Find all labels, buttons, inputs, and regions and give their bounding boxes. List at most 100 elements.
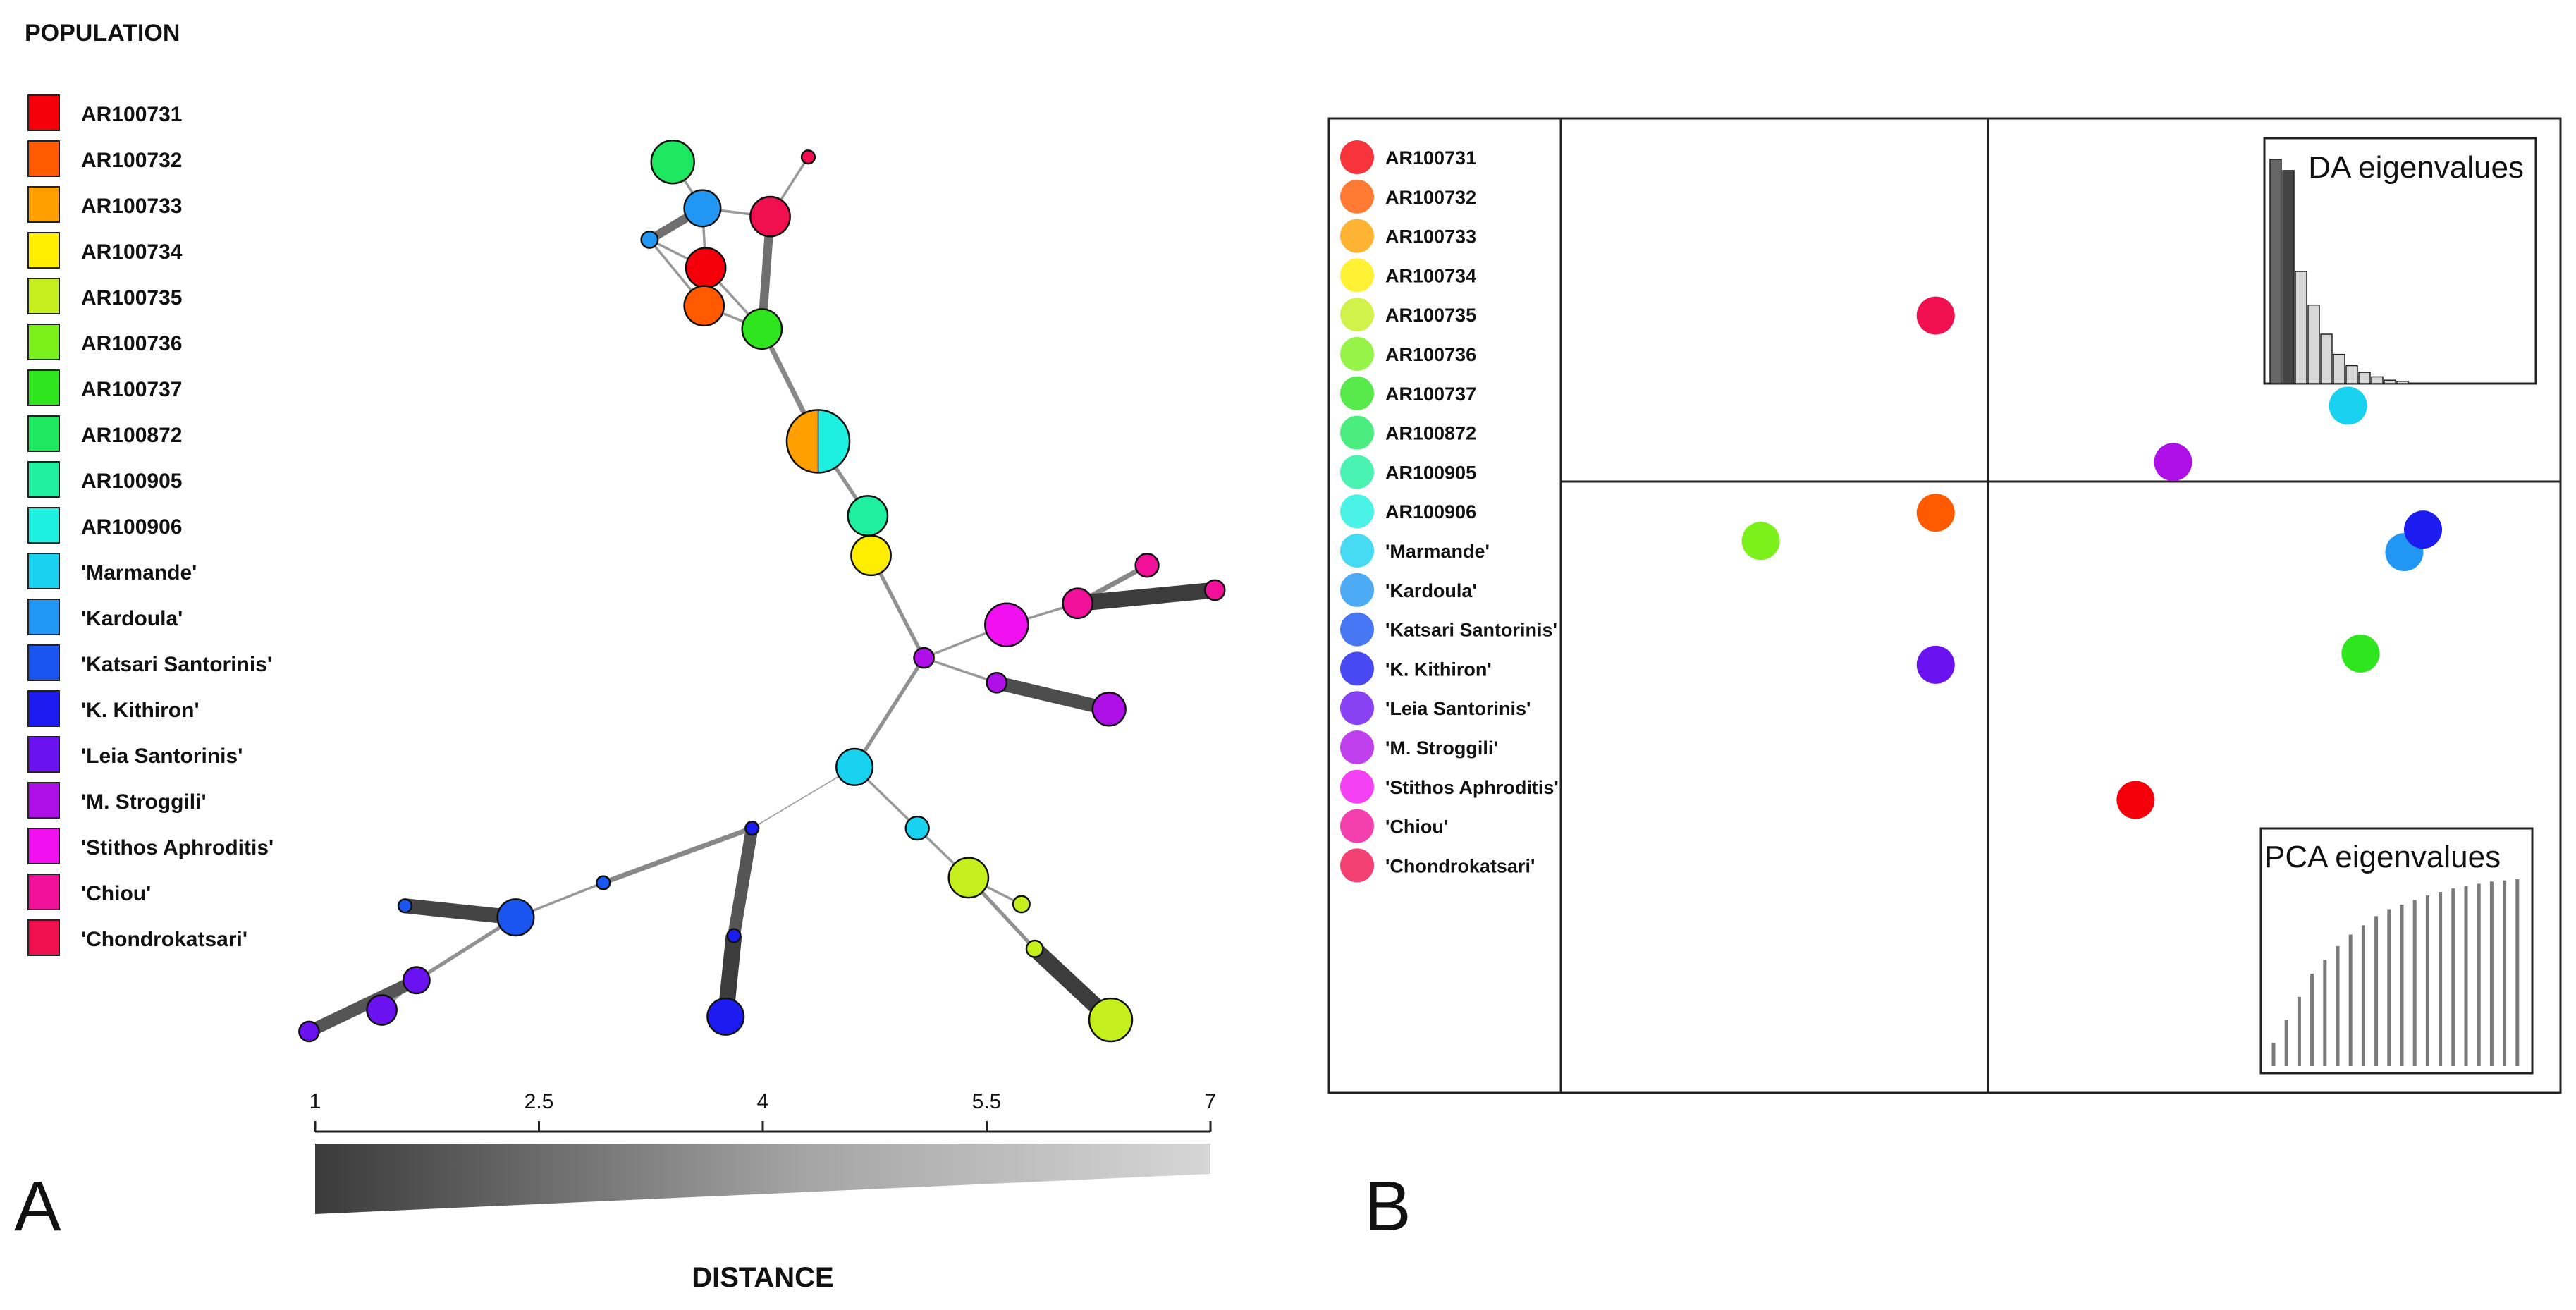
legend-b-label: AR100732	[1385, 187, 1476, 208]
legend-a-swatch	[27, 507, 60, 544]
pca-eigen-inset: PCA eigenvalues	[2259, 827, 2534, 1075]
legend-a-swatch	[27, 874, 60, 910]
legend-b-swatch	[1340, 494, 1374, 529]
legend-a-swatch	[27, 553, 60, 589]
network-node	[947, 857, 990, 899]
legend-a-label: AR100905	[81, 470, 182, 493]
legend-b-swatch	[1340, 219, 1374, 253]
network-node	[800, 149, 816, 165]
legend-b-label: 'Katsari Santorinis'	[1385, 620, 1557, 641]
network-node	[366, 994, 398, 1026]
network-node	[913, 647, 935, 669]
legend-a-label: AR100735	[81, 286, 182, 310]
distance-gradient-wedge	[315, 1144, 1210, 1214]
legend-b-label: AR100735	[1385, 305, 1476, 326]
legend-b-label: 'Leia Santorinis'	[1385, 698, 1531, 719]
scale-title: DISTANCE	[692, 1262, 833, 1293]
network-node	[847, 495, 889, 537]
da-eigen-bar	[2396, 381, 2409, 384]
network-node	[835, 747, 874, 786]
legend-b-swatch	[1340, 337, 1374, 371]
legend-b-swatch	[1340, 809, 1374, 843]
legend-a-swatch	[27, 324, 60, 360]
legend-a-swatch	[27, 690, 60, 727]
panel-a: POPULATION AR100731AR100732AR100733AR100…	[14, 20, 1226, 1293]
scale-tick-label: 5.5	[972, 1090, 1002, 1113]
network-node	[1088, 997, 1134, 1043]
legend-a-swatch	[27, 186, 60, 223]
legend-a-swatch	[27, 232, 60, 269]
distance-scale: 1 2.5 4 5.5 7 DISTANCE	[309, 1090, 1217, 1293]
scale-tick-label: 7	[1205, 1090, 1217, 1113]
legend-b-label: 'K. Kithiron'	[1385, 659, 1492, 680]
network-node	[1025, 939, 1044, 958]
scatter-point	[2404, 510, 2443, 549]
network-node	[984, 602, 1029, 647]
legend-a-label: AR100906	[81, 515, 182, 539]
legend-b-label: 'Chiou'	[1385, 816, 1448, 838]
da-eigen-bar	[2282, 170, 2295, 384]
panel-a-letter: A	[14, 1167, 61, 1246]
legend-b-swatch	[1340, 573, 1374, 607]
legend-b-label: 'Marmande'	[1385, 541, 1490, 562]
scatter-point	[1916, 296, 1955, 335]
network-node	[1091, 692, 1127, 727]
network-node	[650, 140, 695, 185]
legend-a-swatch	[27, 415, 60, 452]
legend-a-swatch	[27, 140, 60, 177]
legend-b: AR100731 AR100732 AR100733 AR100734 AR100735…	[1340, 140, 1559, 883]
legend-a-label: 'Kardoula'	[81, 607, 183, 630]
legend-a-label: 'Katsari Santorinis'	[81, 653, 272, 676]
legend-b-label: AR100905	[1385, 462, 1476, 483]
da-eigen-bar	[2371, 376, 2384, 384]
scatter-point	[2116, 781, 2155, 819]
pca-inset-frame	[2259, 827, 2534, 1075]
panel-b: AR100731 AR100732 AR100733 AR100734 AR100735…	[1327, 117, 2562, 1246]
network-node	[1012, 895, 1031, 914]
da-eigen-bar	[2333, 353, 2345, 384]
network-edge	[1077, 582, 1216, 612]
legend-a-label: AR100731	[81, 103, 182, 126]
legend-b-label: AR100731	[1385, 147, 1476, 169]
scale-tick-label: 4	[757, 1090, 769, 1113]
legend-a-label: 'K. Kithiron'	[81, 699, 200, 722]
da-eigen-inset: DA eigenvalues	[2263, 137, 2537, 385]
legend-a-swatch	[27, 782, 60, 819]
legend-a-swatch	[27, 644, 60, 681]
legend-a-label: AR100736	[81, 332, 182, 355]
legend-a-label: 'Chondrokatsari'	[81, 928, 247, 951]
legend-a-label: 'Chiou'	[81, 882, 151, 905]
network-node	[683, 189, 722, 228]
scatter-point	[1741, 522, 1780, 561]
legend-b-swatch	[1340, 179, 1374, 214]
network-edge	[728, 827, 759, 937]
network-node	[706, 997, 745, 1036]
network-node	[685, 247, 727, 289]
network-node	[850, 534, 892, 577]
legend-a-swatch	[27, 919, 60, 956]
da-eigen-bar	[2384, 379, 2396, 384]
legend-a-swatch	[27, 828, 60, 864]
scatter-point	[2341, 634, 2380, 673]
legend-b-label: 'Kardoula'	[1385, 580, 1477, 601]
legend-b-swatch	[1340, 691, 1374, 726]
legend-b-label: AR100906	[1385, 501, 1476, 522]
scatter-point	[1916, 645, 1955, 684]
network-node-half	[786, 410, 818, 473]
legend-b-swatch	[1340, 612, 1374, 647]
legend-b-swatch	[1340, 534, 1374, 568]
da-eigen-bar	[2320, 333, 2333, 384]
legend-b-swatch	[1340, 140, 1374, 174]
legend-a-label: AR100732	[81, 149, 182, 172]
legend-a-swatch	[27, 461, 60, 498]
network-node	[1062, 587, 1093, 620]
network-node	[397, 898, 413, 914]
legend-a-swatch	[27, 278, 60, 314]
scatter-point	[2329, 386, 2367, 425]
legend-a: AR100731 AR100732 AR100733 AR100734 AR100735…	[27, 94, 274, 956]
network-node-half	[818, 410, 850, 473]
network-edge	[852, 656, 926, 769]
network-node	[749, 195, 791, 238]
legend-b-swatch	[1340, 651, 1374, 686]
